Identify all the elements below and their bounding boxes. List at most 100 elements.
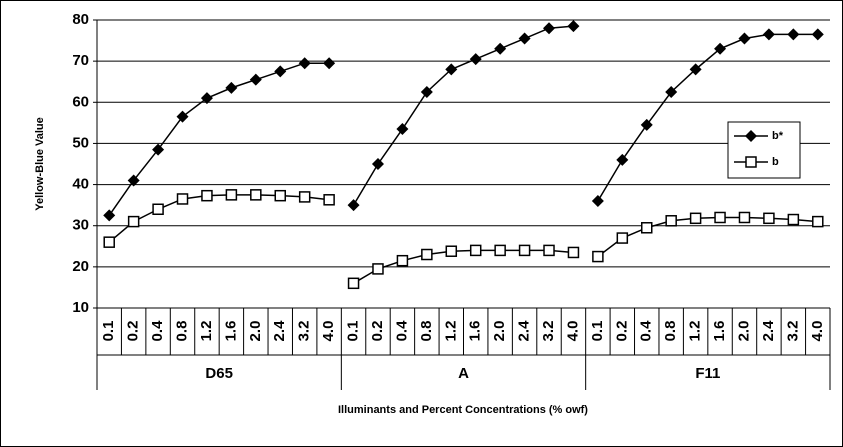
diamond-marker (127, 174, 140, 187)
x-tick-label: 4.0 (564, 321, 581, 342)
square-marker (421, 248, 433, 261)
y-tick-label: 70 (72, 52, 89, 69)
x-tick-label: 1.2 (198, 321, 215, 342)
series-line (597, 33, 818, 202)
x-tick-label: 0.8 (662, 321, 679, 342)
diamond-marker (249, 73, 262, 86)
square-marker (274, 189, 286, 202)
square-marker (641, 222, 653, 234)
y-tick-label: 40 (72, 176, 89, 193)
y-axis-title: Yellow-Blue Value (34, 117, 46, 211)
square-marker (787, 213, 800, 226)
diamond-marker (567, 20, 580, 33)
diamond-marker (543, 22, 556, 35)
diamond-marker (665, 86, 678, 98)
legend-label: b (772, 156, 779, 168)
diamond-marker (347, 199, 360, 212)
y-tick-label: 80 (72, 11, 89, 28)
x-tick-label: 2.0 (247, 321, 264, 342)
square-marker (494, 244, 506, 257)
diamond-marker (494, 42, 507, 55)
square-marker (201, 189, 213, 202)
series-line (108, 194, 330, 243)
x-tick-label: 2.4 (760, 320, 777, 342)
group-label: D65 (205, 365, 233, 382)
diamond-marker (176, 110, 189, 123)
x-tick-label: 0.1 (345, 321, 362, 342)
square-marker (689, 212, 702, 225)
square-marker (738, 211, 751, 224)
x-tick-label: 2.4 (516, 320, 533, 342)
diamond-marker (152, 143, 165, 156)
x-tick-label: 0.1 (100, 321, 117, 342)
x-tick-label: 3.2 (296, 321, 313, 342)
diamond-marker (591, 195, 604, 208)
square-marker (323, 194, 335, 206)
x-tick-label: 0.4 (393, 320, 410, 342)
x-tick-label: 0.2 (369, 321, 386, 342)
legend-marker (745, 130, 757, 142)
x-tick-label: 1.2 (442, 321, 459, 342)
diamond-marker (469, 53, 482, 66)
square-marker (763, 212, 775, 225)
diamond-marker (616, 153, 629, 166)
group-label: F11 (695, 365, 720, 382)
square-marker (445, 245, 458, 257)
diamond-marker (420, 86, 433, 98)
diamond-marker (200, 92, 213, 105)
diamond-marker (689, 63, 702, 76)
square-marker (127, 215, 140, 228)
square-marker (543, 244, 555, 257)
x-tick-label: 1.6 (467, 321, 484, 342)
x-tick-label: 3.2 (540, 321, 557, 342)
x-tick-label: 0.4 (638, 320, 655, 342)
x-tick-label: 0.2 (613, 321, 630, 342)
diamond-marker (371, 158, 384, 170)
square-marker (152, 203, 164, 216)
diamond-marker (225, 81, 238, 94)
series-line (352, 25, 574, 206)
x-tick-label: 1.2 (687, 321, 704, 342)
x-tick-label: 4.0 (320, 321, 337, 342)
square-marker (518, 244, 531, 257)
diamond-marker (396, 123, 409, 136)
diamond-marker (274, 65, 287, 78)
square-marker (103, 236, 115, 248)
square-marker (567, 246, 580, 259)
legend-box (727, 121, 801, 179)
square-marker (665, 215, 677, 227)
legend-label: b* (772, 130, 784, 142)
square-marker (347, 277, 360, 290)
series-line (597, 216, 818, 258)
x-tick-label: 0.2 (125, 321, 142, 342)
diamond-marker (298, 57, 311, 70)
x-tick-label: 4.0 (809, 321, 826, 342)
diamond-marker (738, 32, 751, 45)
square-marker (396, 254, 409, 267)
series-line (108, 62, 330, 216)
series-line (353, 249, 574, 284)
group-label: A (458, 365, 469, 382)
x-tick-label: 3.2 (784, 321, 801, 342)
y-tick-label: 20 (72, 258, 89, 275)
square-marker (616, 232, 629, 244)
square-marker (469, 244, 482, 257)
y-tick-label: 10 (72, 299, 89, 316)
square-marker (176, 193, 189, 205)
y-tick-label: 50 (72, 134, 89, 151)
diamond-marker (762, 28, 775, 41)
x-tick-label: 2.4 (271, 320, 288, 342)
x-tick-label: 0.8 (173, 321, 190, 342)
y-tick-label: 30 (72, 217, 89, 234)
diamond-marker (787, 28, 800, 41)
diamond-marker (640, 118, 653, 131)
square-marker (714, 211, 726, 224)
x-tick-label: 0.8 (418, 321, 435, 342)
x-tick-label: 1.6 (222, 321, 239, 342)
diamond-marker (323, 57, 336, 70)
square-marker (298, 191, 311, 203)
square-marker (592, 250, 604, 263)
diamond-marker (811, 28, 824, 41)
